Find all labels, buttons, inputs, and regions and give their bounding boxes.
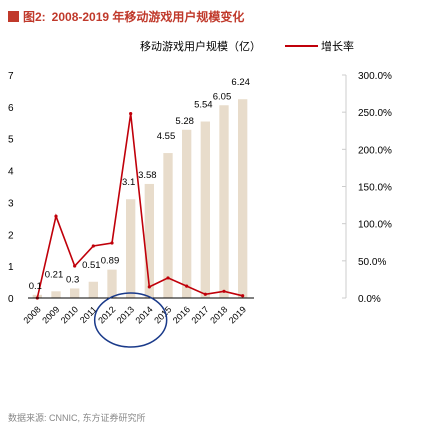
y-left-tick: 2 [8, 230, 14, 241]
growth-rate-point [129, 112, 133, 116]
data-label: 6.05 [213, 91, 232, 102]
growth-rate-point [91, 244, 95, 248]
y-right-tick: 250.0% [358, 108, 392, 119]
y-right-tick: 0.0% [358, 294, 381, 305]
x-tick: 2008 [22, 304, 43, 325]
y-right-tick: 300.0% [358, 71, 392, 82]
data-label: 0.51 [82, 260, 101, 271]
x-tick: 2014 [134, 304, 155, 325]
x-tick: 2017 [190, 304, 211, 325]
figure-label: 图2: [23, 9, 46, 24]
x-tick: 2018 [208, 304, 229, 325]
legend-bar-label: 移动游戏用户规模（亿） [140, 39, 261, 53]
x-tick: 2009 [40, 304, 61, 325]
bar [126, 199, 136, 298]
bar [107, 269, 117, 298]
chart-title: 2008-2019 年移动游戏用户规模变化 [51, 9, 245, 24]
growth-rate-point [222, 289, 226, 293]
data-label: 4.55 [157, 131, 176, 142]
y-right-tick: 200.0% [358, 145, 392, 156]
data-label: 3.1 [122, 177, 135, 188]
y-left-tick: 7 [8, 71, 14, 82]
bar [70, 288, 80, 298]
bar [238, 99, 248, 298]
growth-rate-point [185, 284, 189, 288]
bar [163, 153, 173, 298]
bar [219, 105, 229, 298]
chart-title-row: 图2: 2008-2019 年移动游戏用户规模变化 [8, 6, 244, 26]
x-tick: 2016 [171, 304, 192, 325]
y-right-tick: 100.0% [358, 220, 392, 231]
growth-rate-point [203, 292, 207, 296]
growth-rate-point [147, 285, 151, 289]
data-label: 0.3 [66, 274, 79, 285]
y-left-tick: 6 [8, 103, 14, 114]
bar [88, 281, 98, 298]
figure-icon [8, 10, 19, 22]
growth-rate-line [36, 113, 243, 299]
data-label: 3.58 [138, 170, 157, 181]
y-right-tick: 150.0% [358, 183, 392, 194]
bar [144, 183, 154, 298]
data-label: 5.54 [194, 100, 213, 111]
growth-rate-point [166, 276, 170, 280]
bar [200, 121, 210, 298]
x-tick: 2019 [227, 304, 248, 325]
bar [182, 129, 192, 298]
growth-rate-point [241, 294, 245, 298]
y-left-tick: 1 [8, 262, 14, 273]
growth-rate-point [110, 241, 114, 245]
data-label: 0.89 [101, 256, 120, 267]
x-tick: 2010 [59, 304, 80, 325]
legend-line-label: 增长率 [321, 39, 354, 53]
y-left-tick: 3 [8, 198, 14, 209]
y-left-tick: 0 [8, 294, 14, 305]
highlight-circle [93, 292, 168, 348]
x-tick: 2013 [115, 304, 136, 325]
y-left-tick: 4 [8, 167, 14, 178]
data-label: 0.1 [29, 281, 42, 292]
data-label: 0.21 [45, 269, 64, 280]
data-label: 5.28 [175, 116, 194, 127]
growth-rate-point [73, 264, 77, 268]
bar [51, 291, 61, 298]
y-left-tick: 5 [8, 135, 14, 146]
source-note: 数据来源: CNNIC, 东方证券研究所 [8, 413, 146, 423]
y-right-tick: 50.0% [358, 257, 386, 268]
growth-rate-point [54, 214, 58, 218]
data-label: 6.24 [231, 77, 250, 88]
